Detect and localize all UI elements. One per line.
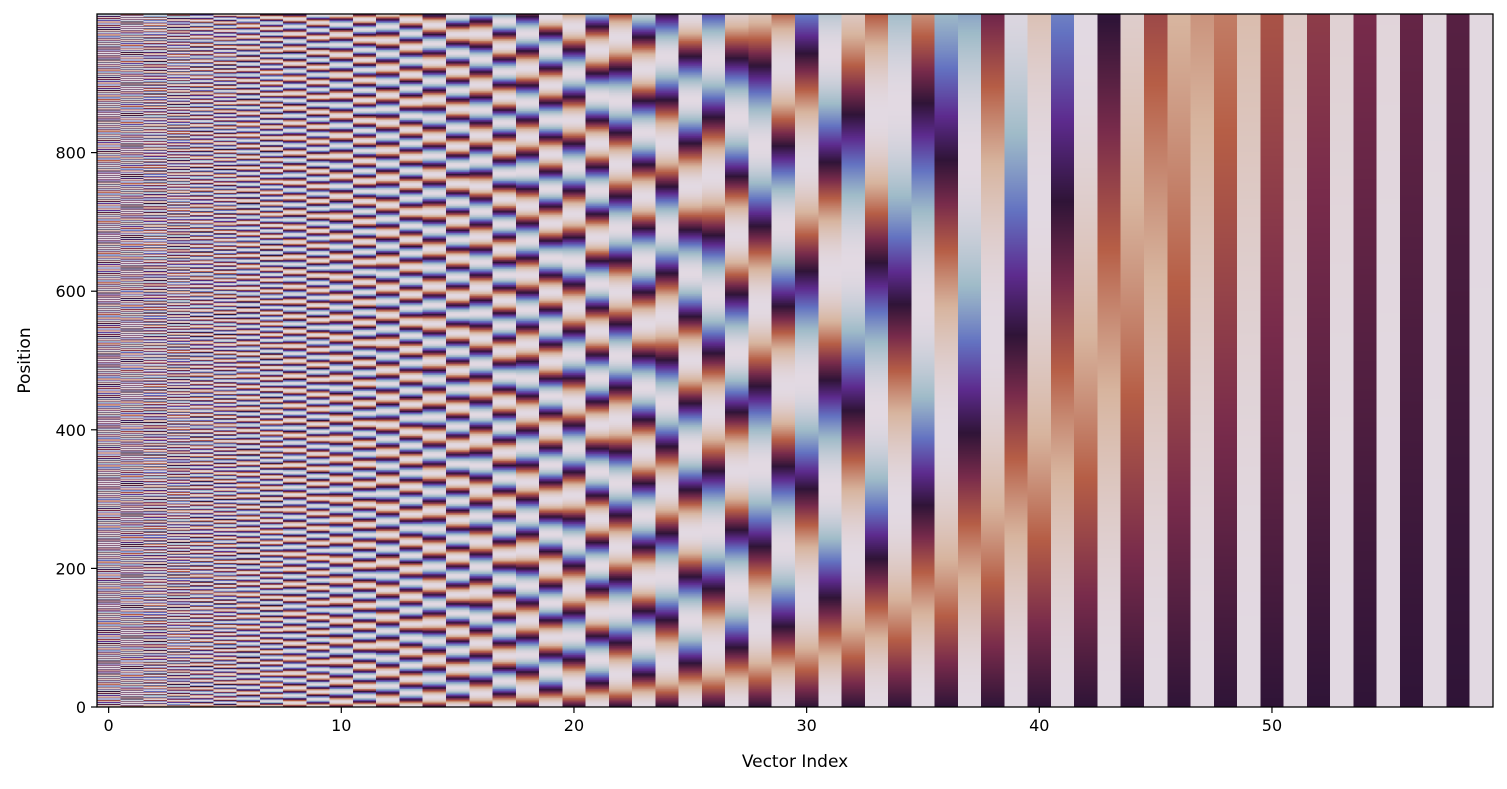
x-axis-label: Vector Index [742, 752, 848, 772]
y-tick-label: 400 [55, 421, 86, 440]
plot-frame [96, 13, 1494, 708]
x-tick-label: 10 [331, 716, 351, 735]
x-axis: 0 10 20 30 40 50 [104, 707, 1282, 735]
x-tick-label: 20 [564, 716, 584, 735]
heatmap-cells [97, 14, 1493, 707]
y-axis: 0 200 400 600 800 [55, 144, 97, 717]
x-tick-label: 50 [1262, 716, 1282, 735]
y-tick-label: 800 [55, 144, 86, 163]
x-tick-label: 30 [796, 716, 816, 735]
x-tick-label: 40 [1029, 716, 1049, 735]
y-tick-label: 600 [55, 282, 86, 301]
plot-area [97, 14, 1493, 707]
x-tick-label: 0 [104, 716, 114, 735]
y-axis-label: Position [15, 327, 35, 393]
y-tick-label: 200 [55, 559, 86, 578]
y-tick-label: 0 [76, 698, 86, 717]
